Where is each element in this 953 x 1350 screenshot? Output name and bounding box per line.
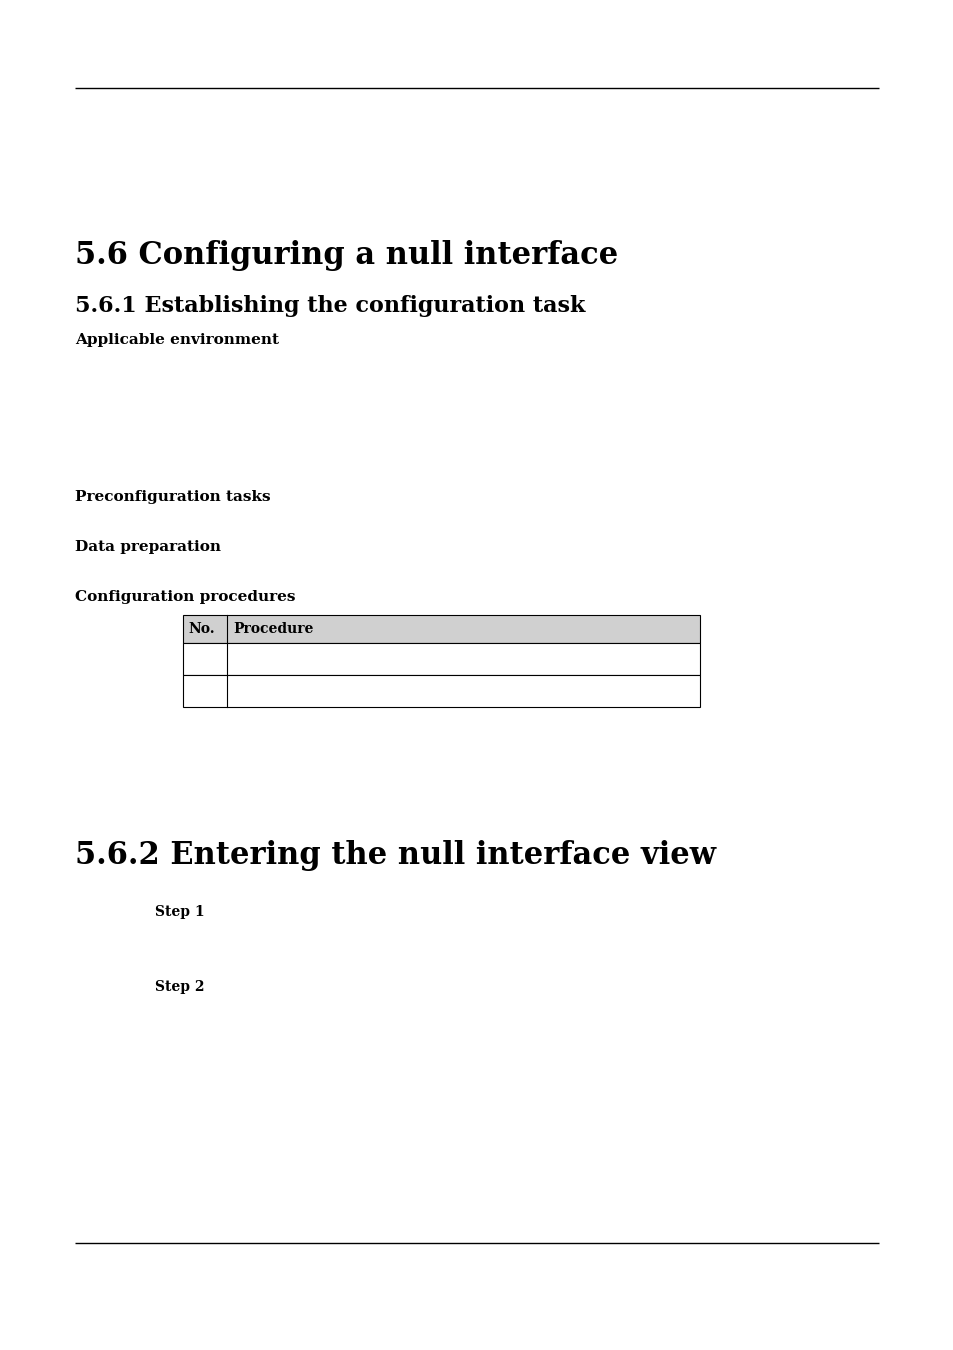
Bar xyxy=(183,616,700,643)
Text: Preconfiguration tasks: Preconfiguration tasks xyxy=(75,490,271,504)
Text: 5.6.2 Entering the null interface view: 5.6.2 Entering the null interface view xyxy=(75,840,716,871)
Text: Procedure: Procedure xyxy=(233,622,313,636)
Bar xyxy=(183,675,700,707)
Text: Data preparation: Data preparation xyxy=(75,540,221,553)
Text: Applicable environment: Applicable environment xyxy=(75,333,278,347)
Text: Configuration procedures: Configuration procedures xyxy=(75,590,295,603)
Text: 5.6 Configuring a null interface: 5.6 Configuring a null interface xyxy=(75,240,618,271)
Text: Step 2: Step 2 xyxy=(154,980,204,994)
Text: Step 1: Step 1 xyxy=(154,904,204,919)
Bar xyxy=(183,643,700,675)
Text: No.: No. xyxy=(188,622,214,636)
Text: 5.6.1 Establishing the configuration task: 5.6.1 Establishing the configuration tas… xyxy=(75,296,585,317)
